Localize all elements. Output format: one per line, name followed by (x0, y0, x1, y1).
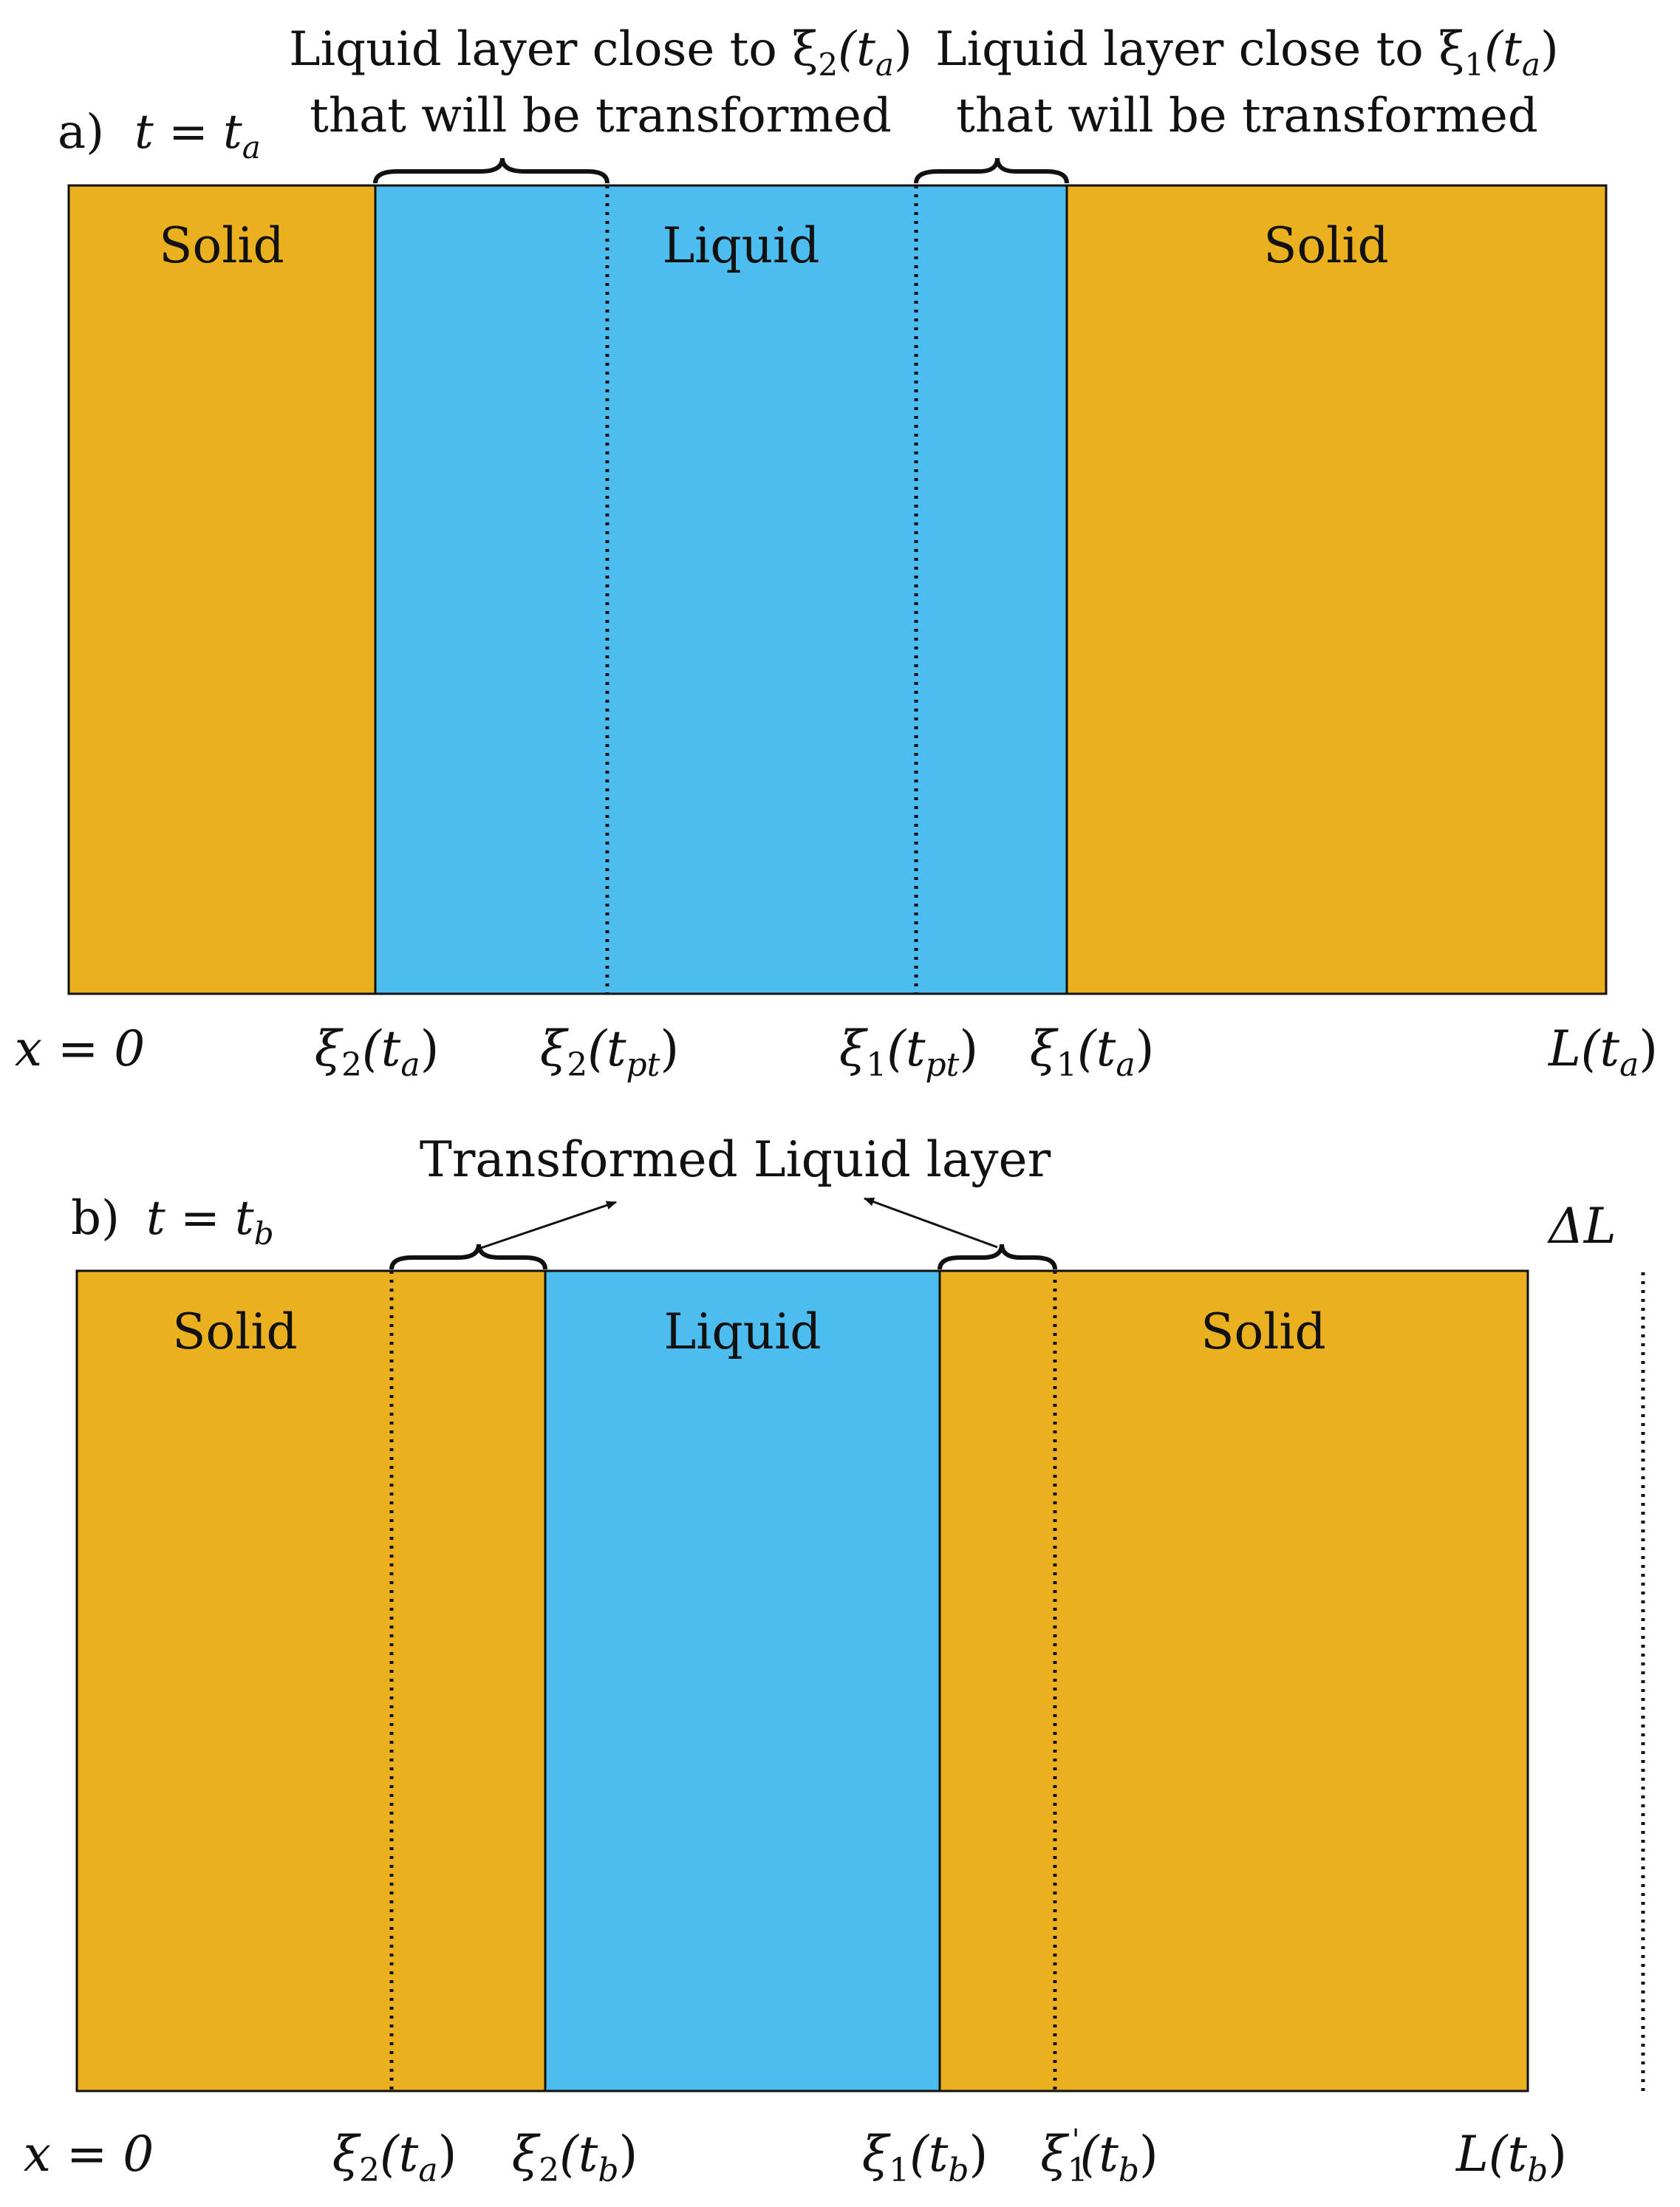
label-solid-right-a: Solid (1263, 217, 1388, 274)
brace-right (914, 157, 1069, 184)
label-liquid-a: Liquid (662, 217, 819, 274)
axis-xi2-ta-b: ξ2(ta) (332, 2126, 457, 2189)
panel-a-frame (67, 184, 1608, 995)
axis-xi1-tb: ξ1(tb) (862, 2126, 988, 2189)
arrow-left (478, 1201, 617, 1250)
label-solid-right-b: Solid (1201, 1303, 1325, 1360)
label-liquid-b: Liquid (663, 1303, 821, 1360)
annotation-right-line2: that will be transformed (956, 89, 1538, 143)
brace-left (373, 157, 609, 184)
delta-L-label: ΔL (1546, 1198, 1616, 1255)
axis-xi1-tpt: ξ1(tpt) (839, 1020, 978, 1084)
panel-a-time: t = ta (134, 105, 261, 166)
panel-a-label: a) (58, 105, 104, 160)
panel-b-label: b) (71, 1191, 120, 1246)
region-solid-right-a (1067, 185, 1606, 994)
region-liquid-a (375, 185, 1067, 994)
region-solid-right-b (940, 1271, 1528, 2091)
annotation-left-line1: Liquid layer close to ξ2(ta) (289, 22, 912, 83)
axis-xi2-tb: ξ2(tb) (512, 2126, 638, 2189)
region-solid-left-b (77, 1271, 545, 2091)
axis-xi1-ta: ξ1(ta) (1030, 1020, 1155, 1084)
axis-L-tb: L(tb) (1455, 2126, 1567, 2189)
axis-origin-a: x = 0 (15, 1020, 145, 1077)
axis-xi1p-tb: ξ1'(tb) (1040, 2124, 1158, 2189)
arrow-right (864, 1197, 998, 1249)
brace-b-left (389, 1244, 547, 1270)
panel-b: b) t = tb Transformed Liquid layer ΔL So… (24, 1131, 1645, 2189)
label-solid-left-b: Solid (172, 1303, 297, 1360)
panel-b-frame (75, 1269, 1529, 2092)
label-solid-left-a: Solid (159, 217, 284, 274)
region-solid-left-a (69, 185, 375, 994)
axis-L-ta: L(ta) (1548, 1020, 1658, 1084)
axis-xi2-ta: ξ2(ta) (315, 1020, 440, 1084)
brace-b-right (938, 1244, 1057, 1270)
axis-origin-b: x = 0 (24, 2126, 154, 2183)
annotation-left-line2: that will be transformed (310, 89, 892, 143)
panel-b-time: t = tb (146, 1191, 274, 1252)
annotation-transformed: Transformed Liquid layer (420, 1131, 1051, 1188)
annotation-right-line1: Liquid layer close to ξ1(ta) (935, 22, 1559, 83)
region-liquid-b (545, 1271, 940, 2091)
axis-xi2-tpt: ξ2(tpt) (540, 1020, 679, 1084)
panel-a: a) t = ta Liquid layer close to ξ2(ta) t… (15, 22, 1658, 1084)
